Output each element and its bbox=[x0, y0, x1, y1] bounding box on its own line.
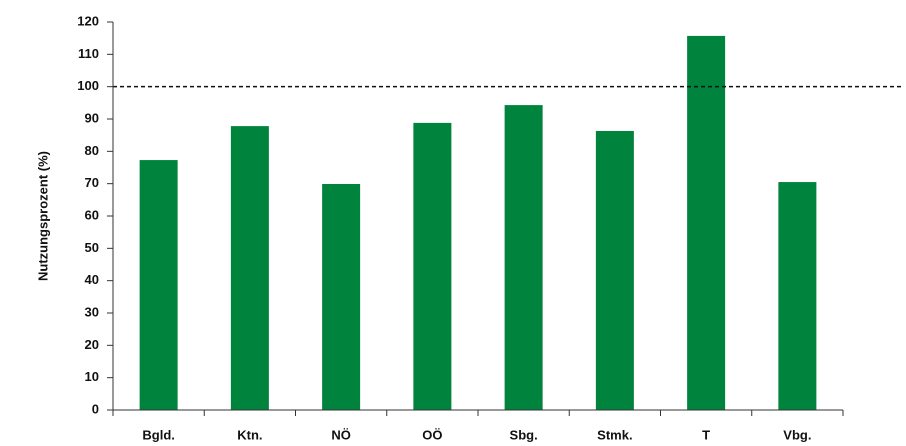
x-tick-label: T bbox=[702, 427, 710, 442]
y-tick-label: 100 bbox=[77, 78, 99, 93]
y-tick-label: 70 bbox=[85, 175, 99, 190]
y-tick-label: 90 bbox=[85, 110, 99, 125]
y-tick-label: 50 bbox=[85, 240, 99, 255]
x-tick-label: Sbg. bbox=[510, 427, 538, 442]
bar bbox=[595, 130, 634, 411]
x-tick-label: Bgld. bbox=[142, 427, 175, 442]
y-tick-label: 40 bbox=[85, 272, 99, 287]
bar bbox=[504, 105, 543, 410]
y-tick-label: 30 bbox=[85, 304, 99, 319]
y-tick-label: 0 bbox=[92, 401, 99, 416]
x-tick-label: Stmk. bbox=[597, 427, 632, 442]
y-tick-label: 20 bbox=[85, 337, 99, 352]
y-tick-label: 60 bbox=[85, 207, 99, 222]
bar bbox=[139, 160, 178, 410]
y-tick-label: 120 bbox=[77, 13, 99, 28]
x-tick-label: Vbg. bbox=[783, 427, 811, 442]
x-tick-label: Ktn. bbox=[237, 427, 262, 442]
bar bbox=[687, 35, 726, 411]
y-axis-label: Nutzungsprozent (%) bbox=[35, 151, 50, 281]
bar bbox=[413, 122, 452, 410]
x-tick-label: OÖ bbox=[422, 427, 442, 442]
bar bbox=[322, 183, 361, 410]
y-tick-label: 110 bbox=[78, 46, 99, 61]
bar bbox=[778, 182, 817, 410]
bar bbox=[230, 126, 269, 410]
x-tick-label: NÖ bbox=[331, 427, 351, 442]
y-tick-label: 80 bbox=[85, 143, 99, 158]
y-tick-label: 10 bbox=[85, 369, 99, 384]
